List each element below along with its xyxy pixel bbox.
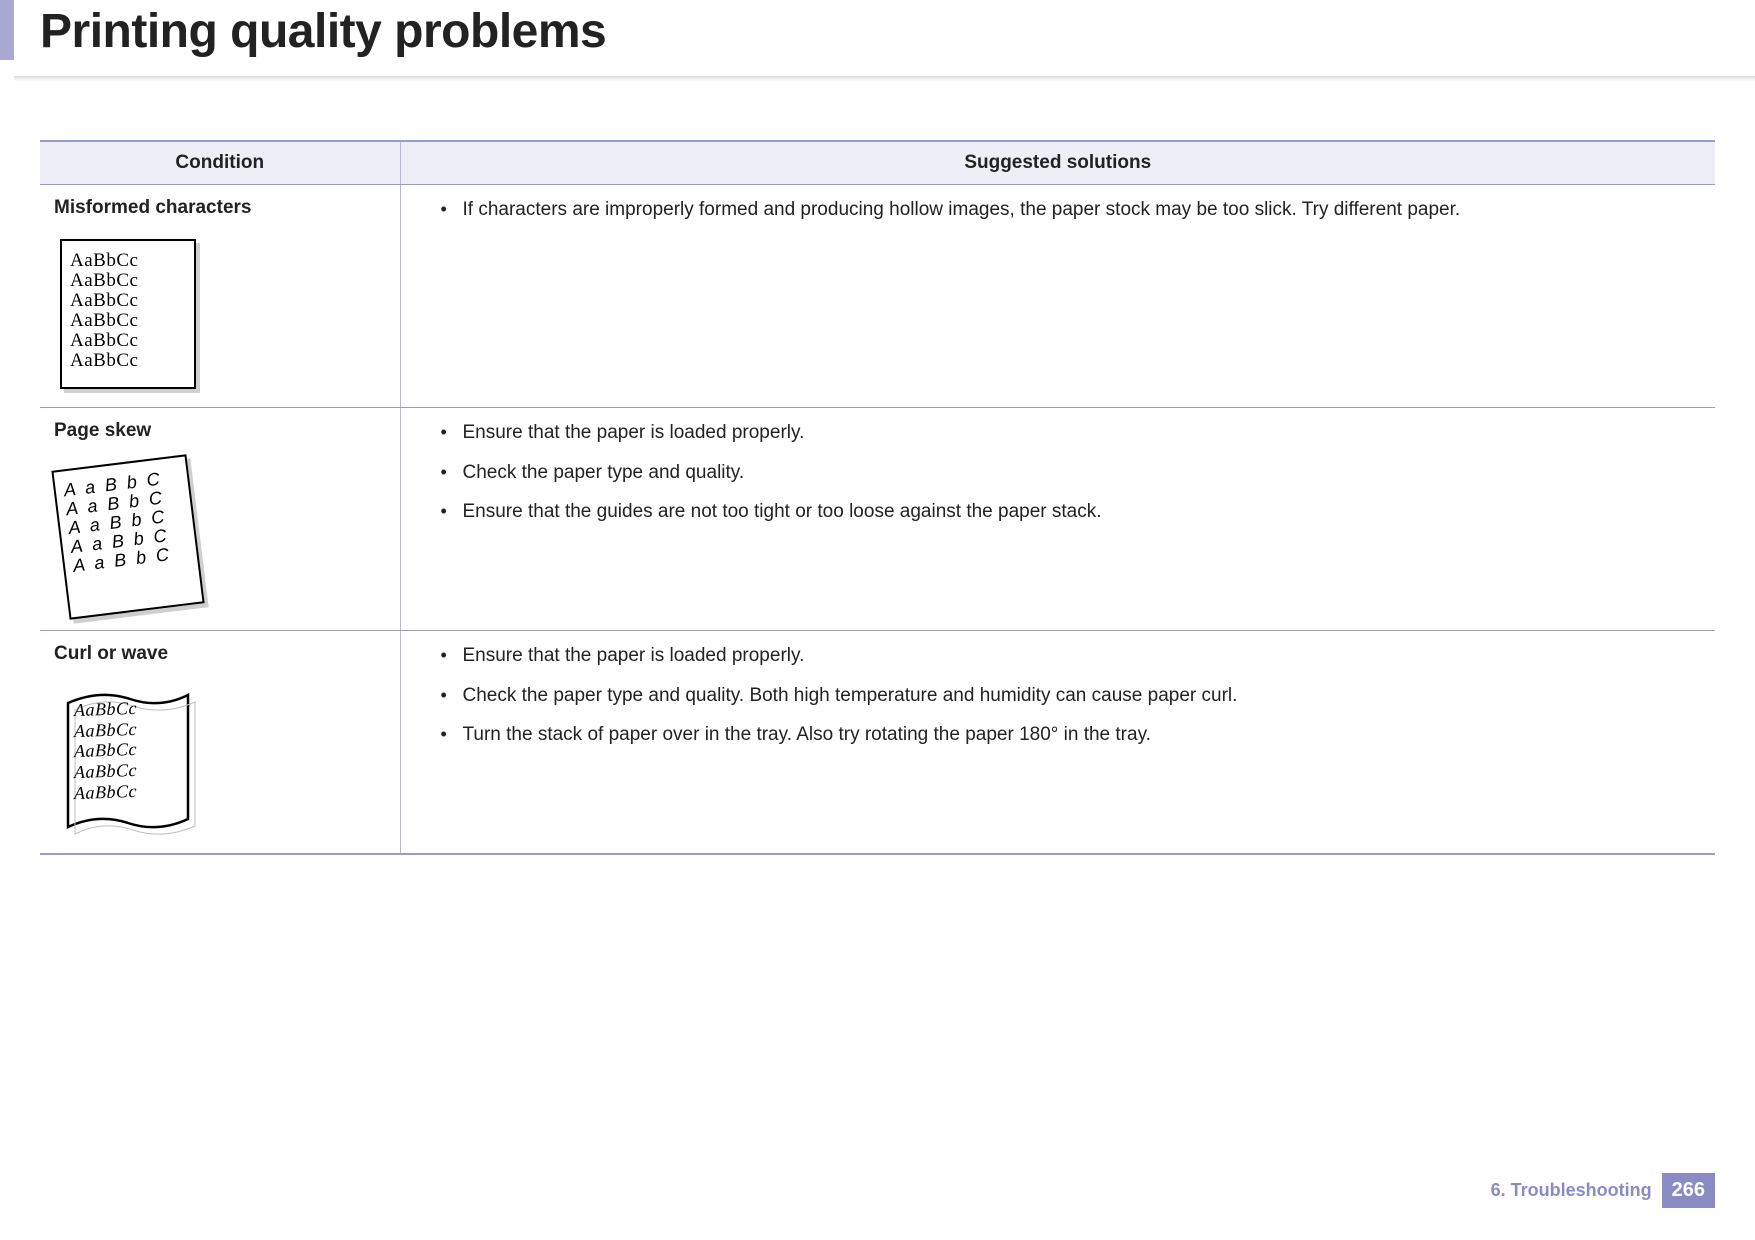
- condition-cell: Page skew A a B b C A a B b C A a B b C …: [40, 408, 400, 631]
- solutions-list: Ensure that the paper is loaded properly…: [415, 420, 1702, 525]
- title-underline: [14, 76, 1755, 82]
- sample-illustration-skew: A a B b C A a B b C A a B b C A a B b C …: [60, 462, 196, 612]
- solutions-list: If characters are improperly formed and …: [415, 197, 1702, 223]
- condition-cell: Curl or wave AaBbCc AaBbCc AaBbCc: [40, 631, 400, 855]
- solution-item: Check the paper type and quality. Both h…: [441, 683, 1702, 709]
- troubleshoot-table: Condition Suggested solutions Misformed …: [40, 140, 1715, 855]
- col-header-solutions: Suggested solutions: [400, 141, 1715, 185]
- table-header-row: Condition Suggested solutions: [40, 141, 1715, 185]
- condition-title: Misformed characters: [54, 197, 386, 219]
- solution-item: If characters are improperly formed and …: [441, 197, 1702, 223]
- content-area: Condition Suggested solutions Misformed …: [40, 140, 1715, 855]
- solutions-cell: Ensure that the paper is loaded properly…: [400, 408, 1715, 631]
- footer-chapter: 6. Troubleshooting: [1491, 1180, 1652, 1201]
- solutions-cell: If characters are improperly formed and …: [400, 185, 1715, 408]
- solution-item: Ensure that the paper is loaded properly…: [441, 420, 1702, 446]
- table-row: Misformed characters AaBbCc AaBbCc AaBbC…: [40, 185, 1715, 408]
- footer-page-number: 266: [1662, 1173, 1715, 1208]
- solutions-cell: Ensure that the paper is loaded properly…: [400, 631, 1715, 855]
- solution-item: Ensure that the paper is loaded properly…: [441, 643, 1702, 669]
- page-title: Printing quality problems: [40, 4, 606, 59]
- side-accent-tab: [0, 0, 14, 60]
- condition-cell: Misformed characters AaBbCc AaBbCc AaBbC…: [40, 185, 400, 408]
- table-row: Curl or wave AaBbCc AaBbCc AaBbCc: [40, 631, 1715, 855]
- solution-item: Ensure that the guides are not too tight…: [441, 499, 1702, 525]
- table-row: Page skew A a B b C A a B b C A a B b C …: [40, 408, 1715, 631]
- solution-item: Check the paper type and quality.: [441, 460, 1702, 486]
- page-footer: 6. Troubleshooting 266: [1491, 1173, 1715, 1208]
- condition-title: Curl or wave: [54, 643, 386, 665]
- sample-illustration-misformed: AaBbCc AaBbCc AaBbCc AaBbCc AaBbCc AaBbC…: [60, 239, 196, 389]
- sample-illustration-curl: AaBbCc AaBbCc AaBbCc AaBbCc AaBbCc: [60, 685, 196, 835]
- condition-title: Page skew: [54, 420, 386, 442]
- col-header-condition: Condition: [40, 141, 400, 185]
- solutions-list: Ensure that the paper is loaded properly…: [415, 643, 1702, 748]
- solution-item: Turn the stack of paper over in the tray…: [441, 722, 1702, 748]
